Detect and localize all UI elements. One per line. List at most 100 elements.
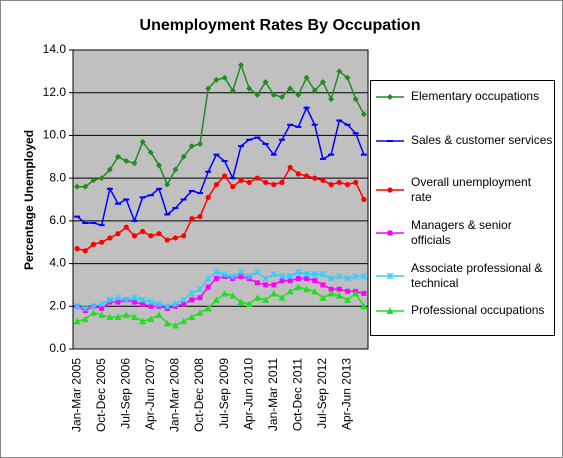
marker: [328, 96, 335, 103]
marker: [294, 268, 302, 276]
marker: [205, 85, 212, 92]
marker: [181, 301, 187, 307]
marker: [197, 140, 204, 147]
marker: [319, 294, 327, 301]
marker: [147, 149, 154, 156]
marker: [181, 233, 187, 239]
marker: [271, 181, 277, 188]
marker: [304, 276, 310, 282]
marker: [361, 290, 367, 296]
x-tick-label: Oct-Dec 2008: [192, 358, 206, 432]
marker: [74, 246, 80, 252]
y-tick-label: 4.0: [49, 256, 66, 270]
marker: [278, 93, 285, 100]
marker: [328, 286, 334, 292]
marker: [205, 194, 211, 200]
marker: [344, 275, 351, 282]
marker: [270, 289, 278, 297]
marker: [294, 283, 302, 291]
x-tick-label: Oct-Dec 2011: [291, 358, 305, 431]
marker: [254, 280, 260, 286]
legend-marker: [386, 272, 394, 280]
y-tick-label: 14.0: [43, 42, 67, 56]
marker: [197, 213, 203, 220]
marker: [180, 296, 188, 304]
marker: [213, 276, 219, 282]
marker: [237, 298, 245, 306]
marker: [213, 181, 220, 188]
x-tick-label: Apr-Jun 2007: [143, 358, 157, 430]
legend-swatch: [376, 307, 404, 314]
marker: [344, 74, 351, 81]
marker: [114, 313, 122, 320]
marker: [262, 275, 269, 282]
marker: [336, 286, 342, 292]
marker: [221, 173, 228, 179]
legend-item: Elementary occupations: [375, 89, 553, 104]
x-tick-label: Jan-Mar 2005: [69, 358, 83, 432]
x-tick-label: Oct-Dec 2005: [94, 358, 108, 432]
marker: [344, 181, 351, 188]
marker: [279, 278, 285, 284]
marker: [139, 317, 147, 325]
marker: [295, 171, 301, 177]
marker: [286, 272, 294, 280]
marker: [90, 241, 97, 247]
marker: [197, 295, 203, 301]
marker: [213, 76, 220, 83]
y-tick-label: 6.0: [49, 213, 66, 227]
marker: [131, 233, 138, 239]
marker: [246, 179, 252, 186]
marker: [164, 181, 171, 188]
marker: [221, 270, 229, 278]
marker: [229, 87, 236, 94]
marker: [352, 272, 360, 280]
legend-marker: [387, 230, 393, 236]
marker: [270, 270, 278, 278]
marker: [320, 177, 326, 183]
marker: [353, 179, 359, 186]
marker: [163, 319, 171, 327]
marker: [221, 74, 228, 81]
marker: [245, 300, 253, 308]
marker: [229, 292, 237, 299]
marker: [82, 248, 88, 254]
marker: [295, 276, 301, 282]
marker: [98, 300, 106, 308]
marker: [204, 275, 212, 282]
marker: [254, 91, 261, 98]
legend-label: Overall unemployment rate: [411, 175, 532, 204]
marker: [328, 181, 334, 188]
marker: [140, 228, 146, 235]
marker: [336, 68, 343, 75]
legend-item: Professional occupations: [375, 303, 553, 318]
marker: [238, 177, 244, 183]
marker: [123, 224, 129, 230]
marker: [163, 302, 171, 310]
marker: [204, 304, 212, 312]
marker: [237, 61, 244, 68]
marker: [303, 173, 310, 179]
marker: [254, 175, 260, 181]
marker: [263, 282, 269, 288]
marker: [82, 183, 89, 190]
marker: [238, 273, 244, 279]
marker: [253, 268, 261, 276]
marker: [212, 268, 220, 276]
x-tick-label: Apr-Jun 2010: [241, 358, 255, 430]
legend-item: Overall unemployment rate: [375, 175, 553, 205]
legend-label: Associate professional & technical: [411, 261, 543, 290]
marker: [188, 313, 196, 320]
marker: [327, 275, 335, 282]
legend-swatch: [376, 93, 404, 100]
marker: [98, 175, 105, 182]
marker: [172, 235, 179, 241]
marker: [155, 300, 163, 308]
marker: [271, 282, 277, 288]
marker: [122, 296, 130, 304]
marker: [344, 296, 352, 303]
marker: [131, 299, 137, 305]
marker: [246, 85, 253, 92]
marker: [360, 111, 367, 118]
